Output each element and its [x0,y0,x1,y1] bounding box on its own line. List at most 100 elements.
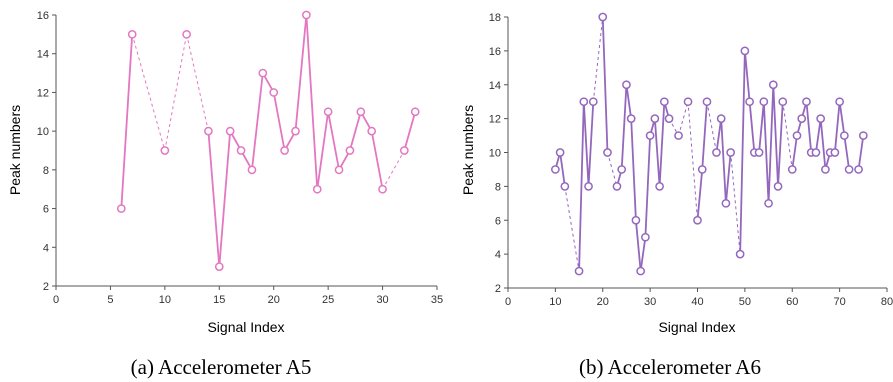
chart-b-line-segment [819,118,827,170]
chart-b-data-point [683,97,693,107]
chart-b-data-point [702,97,712,107]
chart-a-data-point [378,184,387,194]
chart-a-x-tick-label: 25 [322,294,334,306]
chart-b-line-segment [578,101,585,272]
chart-b-line-segment [843,135,850,170]
chart-b-data-point [555,148,565,157]
chart-b-data-point [821,165,830,174]
chart-b-data-point [584,182,593,191]
chart-a-gap-segment [164,34,188,151]
chart-b-data-point [816,114,826,123]
chart-b-line-segment [767,84,775,204]
chart-b-line-segment [720,118,727,204]
chart-b-line-segment [644,135,652,238]
chart-a-data-point [247,165,257,175]
chart-a-data-point [269,88,279,97]
chart-b-data-point [712,148,721,157]
chart-b-data-point [588,97,598,107]
chart-b-data-point [745,97,754,107]
chart-b-data-point [726,148,736,157]
chart-b-data-point [664,114,674,123]
chart-b-data-point [792,131,802,140]
chart-b-data-point [598,12,608,22]
chart-b-data-point [650,114,660,123]
chart-a-line-segment [316,111,330,190]
chart-b-line-segment [653,118,661,187]
chart-b-data-point [787,165,797,174]
chart-b-x-tick-label: 70 [834,296,846,308]
chart-b-data-point [622,80,631,90]
chart-b-line-segment [601,16,609,153]
chart-b-line-segment [777,101,784,187]
chart-a-y-tick-label: 6 [43,204,49,216]
chart-a-data-point [356,107,366,117]
chart-a-gap-segment [186,34,209,132]
chart-b-data-point [693,215,702,225]
chart-a-data-point [204,126,213,136]
chart-b-line-segment [625,84,633,119]
chart-b-data-point [716,114,726,123]
chart-b-data-point [764,198,773,208]
chart-a-data-point [410,107,420,117]
chart-a-y-tick-label: 12 [37,87,49,99]
chart-a-x-tick-label: 0 [53,294,59,306]
chart-b-ylabel: Peak numbers [460,105,476,195]
chart-b-line-segment [805,101,813,153]
chart-a-y-tick-label: 8 [43,165,49,177]
chart-a-xlabel: Signal Index [207,319,284,335]
chart-b: 2 4 6 8 10 12 14 16 18 0 10 20 30 40 50 60 70 80 Signal I… [460,12,893,379]
chart-b-line-segment [833,101,841,153]
chart-b-data-point [574,266,584,276]
chart-b-data-point [778,97,788,107]
chart-b-x-tick-label: 80 [881,296,893,308]
chart-a-ylabel: Peak numbers [7,105,23,195]
chart-b-x-tick-label: 20 [597,296,609,308]
chart-a-line-segment [251,72,264,170]
chart-b-xlabel: Signal Index [658,319,735,335]
chart-b-line-segment [815,118,822,153]
chart-b-y-tick-label: 2 [495,283,501,295]
chart-a-data-point [182,30,191,39]
chart-b-data-point [626,114,636,123]
chart-a-data-point [280,146,289,155]
chart-b-line-segment [762,101,770,204]
chart-b-line-segment [582,101,590,187]
chart-a-y-tick-label: 4 [43,242,49,254]
chart-b-line-segment [725,152,732,204]
chart-a-line-segment [218,131,232,267]
chart-a-data-point [367,126,377,136]
chart-b-data-point [697,165,707,174]
chart-a-line-segment [207,131,221,267]
chart-b-y-tick-label: 14 [489,80,501,92]
chart-b-data-point [721,198,731,208]
chart-b-data-point [773,182,783,191]
chart-b-data-point [811,148,821,157]
chart-a-x-tick-label: 15 [213,294,225,306]
chart-b-gap-segment [730,152,741,255]
chart-b-data-point [579,97,589,107]
chart-a-line-segment [272,92,286,151]
chart-a-data-point [116,204,126,213]
chart-a-x-tick-label: 35 [431,294,443,306]
chart-a-data-point [334,165,344,175]
chart-b-data-point [830,148,840,157]
chart-a-data-point [258,68,268,78]
chart-a-data-point [225,126,235,136]
chart-b-data-point [603,148,612,157]
chart-b-y-tick-label: 10 [489,148,501,160]
chart-b-data-point [735,249,745,259]
chart-b-data-point [768,80,778,90]
chart-b-data-point [840,131,849,140]
chart-b-x-tick-label: 40 [691,296,703,308]
chart-b-y-tick-label: 4 [495,249,501,261]
chart-a-data-point [312,184,322,194]
chart-a-caption: (a) Accelerometer A5 [131,355,312,379]
chart-a-line-segment [403,111,417,151]
chart-b-line-segment [639,237,647,272]
chart-a-y-tick-label: 10 [37,126,49,138]
chart-b-line-segment [758,101,765,153]
chart-b-line-segment [630,118,637,221]
chart-b-line-segment [838,101,846,136]
